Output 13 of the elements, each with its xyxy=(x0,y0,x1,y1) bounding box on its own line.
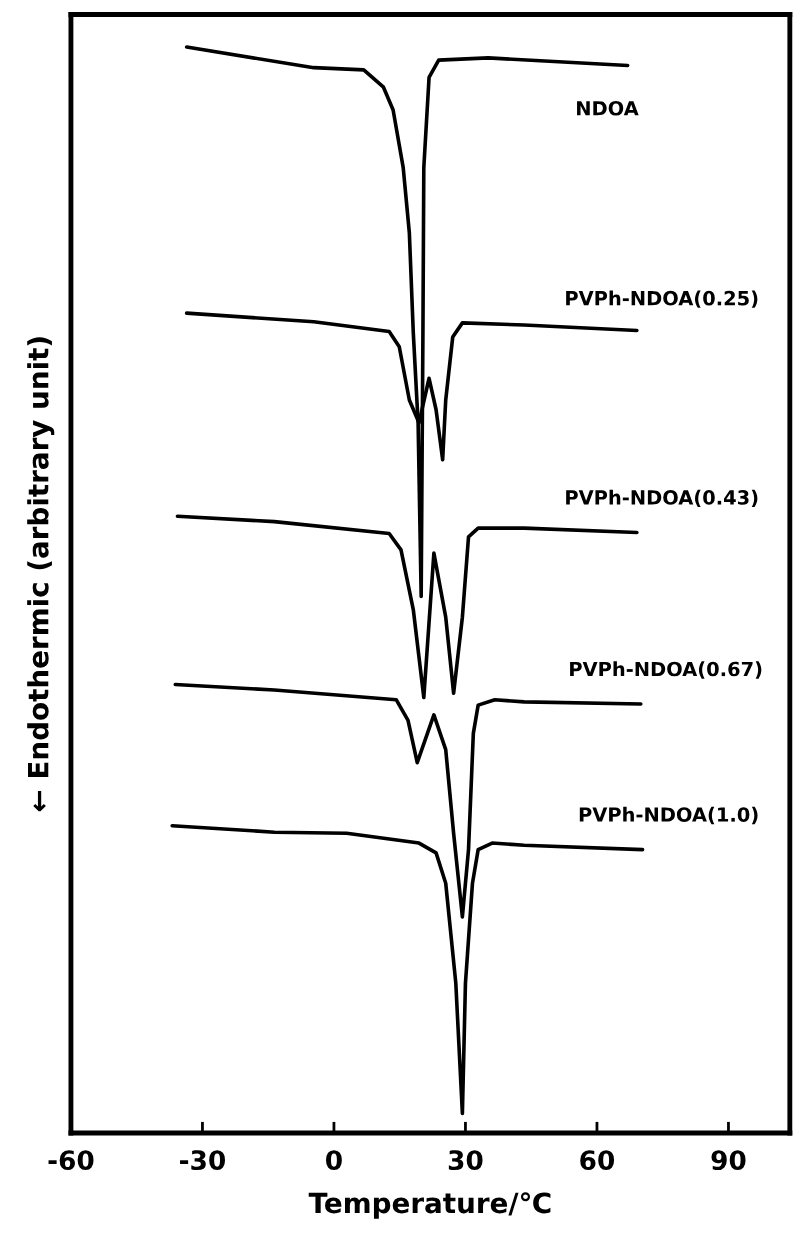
x-tick-label: 60 xyxy=(580,1150,615,1171)
series-label: PVPh-NDOA(1.0) xyxy=(579,806,758,825)
x-tick-label: -30 xyxy=(180,1150,226,1171)
x-tick-label: -60 xyxy=(48,1150,94,1171)
y-axis-title: ← Endothermic (arbitrary unit) xyxy=(27,337,55,812)
series-label: PVPh-NDOA(0.43) xyxy=(566,489,758,508)
series-label: PVPh-NDOA(0.67) xyxy=(570,661,762,679)
x-axis-title: Temperature/℃ xyxy=(308,1192,551,1219)
x-tick-label: 90 xyxy=(711,1150,746,1171)
x-tick-label: 30 xyxy=(448,1150,483,1171)
series-label: NDOA xyxy=(577,100,639,116)
series-label: PVPh-NDOA(0.25) xyxy=(566,290,758,308)
x-tick-label: 0 xyxy=(326,1150,342,1171)
